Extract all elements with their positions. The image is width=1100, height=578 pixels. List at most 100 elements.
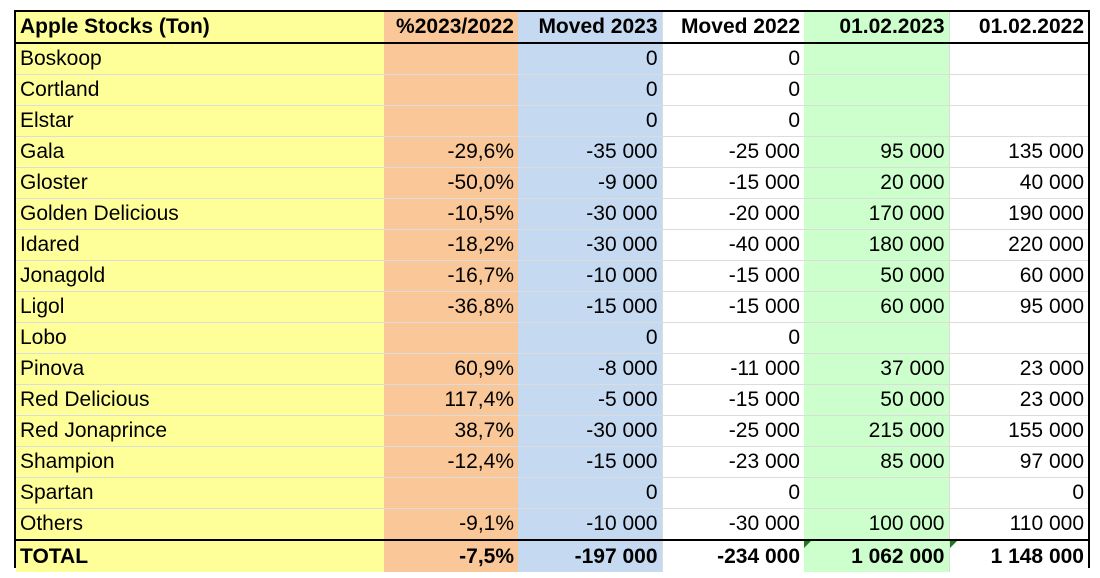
cell-percent-change[interactable]: 38,7% [384, 415, 518, 447]
cell-moved-2023[interactable]: 0 [518, 477, 662, 509]
cell-stock-2023[interactable] [804, 477, 949, 509]
cell-moved-2022[interactable]: -30 000 [661, 508, 804, 541]
cell-variety[interactable]: Red Jonaprince [16, 415, 384, 447]
cell-stock-2023[interactable]: 215 000 [804, 415, 949, 447]
cell-stock-2022[interactable]: 40 000 [948, 167, 1088, 199]
cell-stock-2023[interactable] [804, 43, 949, 75]
cell-variety[interactable]: Pinova [16, 353, 384, 385]
cell-variety[interactable]: Others [16, 508, 384, 541]
cell-variety[interactable]: Jonagold [16, 260, 384, 292]
cell-stock-2022[interactable] [948, 105, 1088, 137]
cell-variety[interactable]: Gala [16, 136, 384, 168]
cell-moved-2022[interactable]: -20 000 [661, 198, 804, 230]
cell-stock-2023[interactable] [804, 322, 949, 354]
cell-stock-2022[interactable]: 190 000 [948, 198, 1088, 230]
cell-moved-2022[interactable]: -15 000 [661, 384, 804, 416]
cell-percent-change[interactable] [384, 105, 518, 137]
total-cell-percent-change[interactable]: -7,5% [384, 539, 518, 572]
cell-stock-2023[interactable]: 85 000 [804, 446, 949, 478]
cell-stock-2022[interactable]: 23 000 [948, 384, 1088, 416]
cell-variety[interactable]: Cortland [16, 74, 384, 106]
cell-stock-2022[interactable]: 97 000 [948, 446, 1088, 478]
cell-moved-2023[interactable]: -5 000 [518, 384, 662, 416]
cell-stock-2022[interactable]: 155 000 [948, 415, 1088, 447]
cell-moved-2023[interactable]: -15 000 [518, 291, 662, 323]
cell-percent-change[interactable]: -18,2% [384, 229, 518, 261]
cell-stock-2022[interactable]: 95 000 [948, 291, 1088, 323]
cell-moved-2023[interactable]: -8 000 [518, 353, 662, 385]
cell-moved-2022[interactable]: -15 000 [661, 260, 804, 292]
cell-stock-2023[interactable]: 100 000 [804, 508, 949, 541]
cell-moved-2022[interactable]: 0 [661, 74, 804, 106]
cell-moved-2023[interactable]: -9 000 [518, 167, 662, 199]
cell-stock-2022[interactable]: 23 000 [948, 353, 1088, 385]
cell-stock-2023[interactable] [804, 105, 949, 137]
cell-variety[interactable]: Spartan [16, 477, 384, 509]
cell-variety[interactable]: Shampion [16, 446, 384, 478]
cell-moved-2022[interactable]: -25 000 [661, 415, 804, 447]
cell-moved-2022[interactable]: -11 000 [661, 353, 804, 385]
cell-moved-2023[interactable]: -10 000 [518, 508, 662, 541]
cell-percent-change[interactable]: -12,4% [384, 446, 518, 478]
cell-variety[interactable]: Red Delicious [16, 384, 384, 416]
cell-moved-2022[interactable]: 0 [661, 477, 804, 509]
cell-percent-change[interactable]: -16,7% [384, 260, 518, 292]
cell-variety[interactable]: Lobo [16, 322, 384, 354]
cell-percent-change[interactable]: -50,0% [384, 167, 518, 199]
cell-stock-2022[interactable]: 60 000 [948, 260, 1088, 292]
cell-stock-2023[interactable]: 50 000 [804, 260, 949, 292]
cell-stock-2022[interactable]: 220 000 [948, 229, 1088, 261]
cell-stock-2023[interactable]: 50 000 [804, 384, 949, 416]
cell-stock-2023[interactable]: 170 000 [804, 198, 949, 230]
cell-moved-2022[interactable]: -40 000 [661, 229, 804, 261]
cell-variety[interactable]: Idared [16, 229, 384, 261]
cell-moved-2022[interactable]: -25 000 [661, 136, 804, 168]
cell-variety[interactable]: Elstar [16, 105, 384, 137]
cell-moved-2023[interactable]: -30 000 [518, 229, 662, 261]
cell-percent-change[interactable]: -10,5% [384, 198, 518, 230]
cell-moved-2022[interactable]: 0 [661, 105, 804, 137]
cell-percent-change[interactable] [384, 43, 518, 75]
cell-variety[interactable]: Golden Delicious [16, 198, 384, 230]
cell-stock-2023[interactable]: 95 000 [804, 136, 949, 168]
cell-moved-2023[interactable]: 0 [518, 322, 662, 354]
cell-moved-2022[interactable]: -15 000 [661, 291, 804, 323]
cell-variety[interactable]: Ligol [16, 291, 384, 323]
cell-percent-change[interactable]: -29,6% [384, 136, 518, 168]
cell-percent-change[interactable]: 60,9% [384, 353, 518, 385]
cell-variety[interactable]: Gloster [16, 167, 384, 199]
cell-percent-change[interactable]: -9,1% [384, 508, 518, 541]
cell-percent-change[interactable] [384, 74, 518, 106]
total-cell-stock-2023[interactable]: 1 062 000 [804, 539, 949, 572]
total-cell-moved-2022[interactable]: -234 000 [661, 539, 804, 572]
total-cell-variety[interactable]: TOTAL [16, 539, 384, 572]
cell-moved-2023[interactable]: -30 000 [518, 415, 662, 447]
total-cell-moved-2023[interactable]: -197 000 [518, 539, 662, 572]
cell-stock-2022[interactable]: 110 000 [948, 508, 1088, 541]
cell-moved-2023[interactable]: -10 000 [518, 260, 662, 292]
cell-stock-2023[interactable]: 20 000 [804, 167, 949, 199]
cell-stock-2023[interactable]: 180 000 [804, 229, 949, 261]
cell-moved-2023[interactable]: 0 [518, 43, 662, 75]
cell-percent-change[interactable]: -36,8% [384, 291, 518, 323]
cell-stock-2022[interactable] [948, 74, 1088, 106]
cell-percent-change[interactable] [384, 322, 518, 354]
cell-stock-2023[interactable]: 37 000 [804, 353, 949, 385]
total-cell-stock-2022[interactable]: 1 148 000 [948, 539, 1088, 572]
cell-moved-2023[interactable]: -35 000 [518, 136, 662, 168]
cell-moved-2022[interactable]: -15 000 [661, 167, 804, 199]
cell-moved-2023[interactable]: 0 [518, 74, 662, 106]
cell-stock-2022[interactable]: 0 [948, 477, 1088, 509]
cell-moved-2023[interactable]: -15 000 [518, 446, 662, 478]
cell-moved-2023[interactable]: 0 [518, 105, 662, 137]
cell-variety[interactable]: Boskoop [16, 43, 384, 75]
cell-moved-2022[interactable]: -23 000 [661, 446, 804, 478]
cell-stock-2022[interactable] [948, 322, 1088, 354]
cell-moved-2022[interactable]: 0 [661, 43, 804, 75]
cell-stock-2022[interactable]: 135 000 [948, 136, 1088, 168]
cell-stock-2022[interactable] [948, 43, 1088, 75]
cell-percent-change[interactable] [384, 477, 518, 509]
cell-stock-2023[interactable]: 60 000 [804, 291, 949, 323]
cell-stock-2023[interactable] [804, 74, 949, 106]
cell-percent-change[interactable]: 117,4% [384, 384, 518, 416]
